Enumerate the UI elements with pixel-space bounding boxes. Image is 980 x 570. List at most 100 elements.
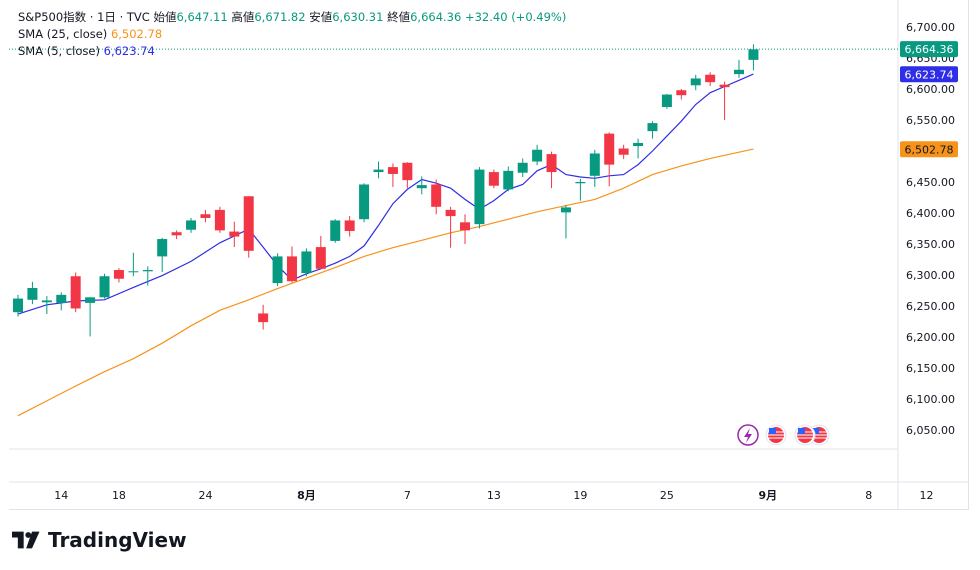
candle-body bbox=[560, 207, 571, 213]
us-flag-icon[interactable] bbox=[765, 424, 787, 446]
candle-body bbox=[633, 142, 644, 147]
y-tick-label: 6,100.00 bbox=[906, 393, 955, 406]
open-label: 始値 bbox=[153, 10, 177, 24]
flag-canton bbox=[769, 428, 776, 434]
candle-body bbox=[186, 220, 197, 230]
candle bbox=[402, 162, 413, 189]
sma25-value: 6,502.78 bbox=[110, 27, 163, 41]
candle bbox=[13, 294, 23, 317]
candle bbox=[258, 304, 269, 330]
high-value: 6,671.82 bbox=[254, 10, 306, 24]
candle bbox=[445, 206, 456, 248]
lightning-icon[interactable] bbox=[737, 424, 759, 446]
open-value: 6,647.11 bbox=[176, 10, 228, 24]
candle bbox=[604, 132, 615, 187]
price-chart[interactable]: 6,700.006,650.006,600.006,550.006,500.00… bbox=[0, 0, 980, 510]
change-value: +32.40 (+0.49%) bbox=[464, 10, 567, 24]
candle-body bbox=[474, 169, 485, 225]
candle-body bbox=[27, 288, 38, 300]
candle bbox=[575, 178, 586, 201]
price-tags: 6,664.36 6,623.74 6,502.78 bbox=[900, 41, 958, 158]
candle-body bbox=[445, 209, 456, 217]
chart-frame bbox=[9, 0, 969, 510]
candle-body bbox=[85, 297, 96, 303]
candle-body bbox=[734, 69, 744, 75]
sma5-value: 6,623.74 bbox=[103, 44, 155, 58]
flag-canton bbox=[798, 428, 805, 434]
candle-body bbox=[56, 294, 67, 303]
candle bbox=[705, 72, 716, 86]
candle bbox=[286, 246, 297, 283]
sma25-price-tag-bg bbox=[900, 141, 958, 158]
y-tick-label: 6,700.00 bbox=[906, 21, 955, 34]
time-axis: 1418248月71319259月812182410月 bbox=[54, 489, 933, 502]
candle-body bbox=[344, 220, 355, 231]
candle bbox=[272, 253, 283, 287]
candle bbox=[618, 144, 629, 160]
candle bbox=[56, 292, 67, 311]
ohlc-row: S&P500指数 · 1日 · TVC 始値6,647.11 高値6,671.8… bbox=[18, 9, 566, 26]
candle bbox=[128, 252, 139, 277]
candle-body bbox=[373, 169, 384, 173]
candle bbox=[344, 216, 355, 237]
high-label: 高値 bbox=[231, 10, 255, 24]
candle bbox=[315, 235, 326, 269]
candle bbox=[560, 204, 571, 239]
symbol-label[interactable]: S&P500指数 · 1日 · TVC bbox=[18, 10, 150, 24]
y-tick-label: 6,250.00 bbox=[906, 300, 955, 313]
flag-canton bbox=[812, 428, 819, 434]
candle-body bbox=[330, 220, 341, 241]
candle bbox=[460, 214, 471, 244]
candle bbox=[719, 81, 730, 120]
candle bbox=[359, 183, 370, 223]
candle-body bbox=[532, 149, 543, 162]
low-label: 安値 bbox=[309, 10, 333, 24]
y-tick-label: 6,300.00 bbox=[906, 269, 955, 282]
candle-body bbox=[647, 123, 658, 132]
candle bbox=[186, 217, 197, 233]
candle bbox=[27, 281, 38, 305]
y-tick-label: 6,350.00 bbox=[906, 238, 955, 251]
x-tick-label: 9月 bbox=[759, 489, 778, 502]
x-tick-label: 8月 bbox=[297, 489, 316, 502]
candle-body bbox=[416, 185, 427, 189]
sma25-price-tag: 6,502.78 bbox=[900, 141, 958, 158]
candle bbox=[214, 206, 225, 233]
candle bbox=[647, 121, 658, 139]
sma25-path bbox=[17, 148, 754, 417]
x-tick-label: 24 bbox=[198, 489, 212, 502]
candle bbox=[171, 230, 182, 240]
candle-body bbox=[272, 256, 283, 284]
close-value: 6,664.36 bbox=[410, 10, 462, 24]
candle-body bbox=[690, 78, 701, 86]
candle-body bbox=[661, 94, 672, 107]
candle bbox=[517, 158, 528, 178]
sma5-price-tag: 6,623.74 bbox=[900, 66, 958, 83]
candle-body bbox=[214, 209, 225, 231]
y-tick-label: 6,550.00 bbox=[906, 114, 955, 127]
y-tick-label: 6,150.00 bbox=[906, 362, 955, 375]
candle-body bbox=[748, 49, 759, 60]
sma5-price-tag-text: 6,623.74 bbox=[905, 68, 954, 81]
candle-body bbox=[113, 270, 124, 279]
sma25-price-tag-text: 6,502.78 bbox=[905, 143, 954, 156]
candle bbox=[676, 89, 687, 100]
candle bbox=[142, 266, 153, 286]
candle-body bbox=[128, 271, 139, 273]
y-tick-label: 6,450.00 bbox=[906, 176, 955, 189]
sma5-legend[interactable]: SMA (5, close) 6,623.74 bbox=[18, 43, 566, 60]
candle-body bbox=[604, 133, 615, 165]
us-flag-icon[interactable] bbox=[794, 424, 816, 446]
price-axis: 6,700.006,650.006,600.006,550.006,500.00… bbox=[906, 21, 955, 437]
candle bbox=[690, 74, 701, 91]
sma5-label: SMA (5, close) bbox=[18, 44, 100, 58]
sma25-legend[interactable]: SMA (25, close) 6,502.78 bbox=[18, 26, 566, 43]
tradingview-logo[interactable]: TradingView bbox=[12, 528, 187, 552]
low-value: 6,630.31 bbox=[332, 10, 384, 24]
last-price-tag-bg bbox=[900, 41, 958, 58]
sma5-line bbox=[17, 73, 754, 315]
y-tick-label: 6,600.00 bbox=[906, 83, 955, 96]
candle-body bbox=[460, 222, 471, 231]
lightning-bolt bbox=[744, 428, 752, 443]
y-tick-label: 6,400.00 bbox=[906, 207, 955, 220]
